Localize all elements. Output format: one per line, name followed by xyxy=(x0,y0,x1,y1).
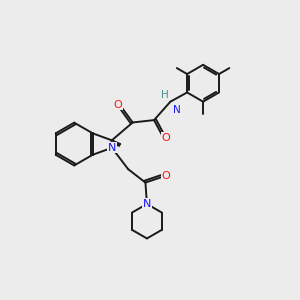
Text: N: N xyxy=(143,199,151,209)
Text: N: N xyxy=(173,105,181,115)
Text: O: O xyxy=(162,133,170,143)
Text: H: H xyxy=(160,90,168,100)
Text: O: O xyxy=(162,171,171,181)
Text: O: O xyxy=(113,100,122,110)
Text: N: N xyxy=(108,143,116,153)
